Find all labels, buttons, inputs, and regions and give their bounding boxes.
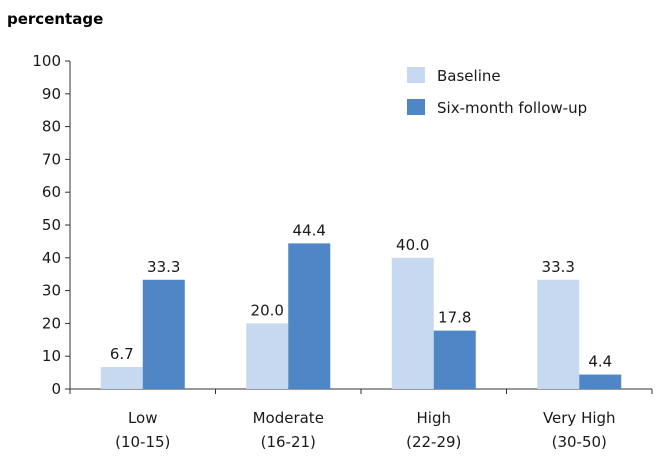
bar-baseline [246,323,289,389]
y-tick-labels: 0 10 20 30 40 50 60 70 80 90 100 [32,52,61,398]
bar-followup [579,374,622,389]
data-label: 44.4 [293,221,326,239]
data-label: 6.7 [110,345,134,363]
y-tick-label: 40 [42,249,61,267]
legend-label: Baseline [437,67,501,85]
y-tick-label: 90 [42,85,61,103]
data-label: 33.3 [542,258,575,276]
legend-swatch [407,99,425,115]
legend: Baseline Six-month follow-up [407,67,587,117]
bar-baseline [100,367,143,389]
category-range-label: (16-21) [261,433,316,451]
data-label: 4.4 [588,353,612,371]
y-axis-label: percentage [7,10,103,28]
y-tick-label: 70 [42,150,61,168]
y-tick-label: 10 [42,347,61,365]
bar-followup [142,279,185,389]
legend-label: Six-month follow-up [437,99,587,117]
y-tick-label: 50 [42,216,61,234]
y-tick-label: 20 [42,314,61,332]
data-labels: 6.7 33.3 20.0 44.4 40.0 17.8 33.3 4.4 [110,221,612,370]
category-label: Very High [543,409,616,427]
category-label: High [417,409,451,427]
data-label: 40.0 [396,236,429,254]
bar-series [100,243,622,389]
bar-baseline [391,257,434,389]
category-range-label: (30-50) [552,433,607,451]
category-label: Low [128,409,158,427]
bar-followup [288,243,331,389]
legend-swatch [407,67,425,83]
data-label: 17.8 [438,309,471,327]
y-tick-label: 80 [42,118,61,136]
y-tick-label: 0 [51,380,61,398]
bar-baseline [537,279,580,389]
data-label: 33.3 [147,258,180,276]
category-labels: Low (10-15) Moderate (16-21) High (22-29) Very… [115,409,615,451]
bar-followup [433,330,476,389]
y-tick-label: 60 [42,183,61,201]
y-tick-label: 100 [32,52,61,70]
category-label: Moderate [253,409,324,427]
category-range-label: (22-29) [406,433,461,451]
data-label: 20.0 [251,301,284,319]
y-tick-label: 30 [42,282,61,300]
category-range-label: (10-15) [115,433,170,451]
